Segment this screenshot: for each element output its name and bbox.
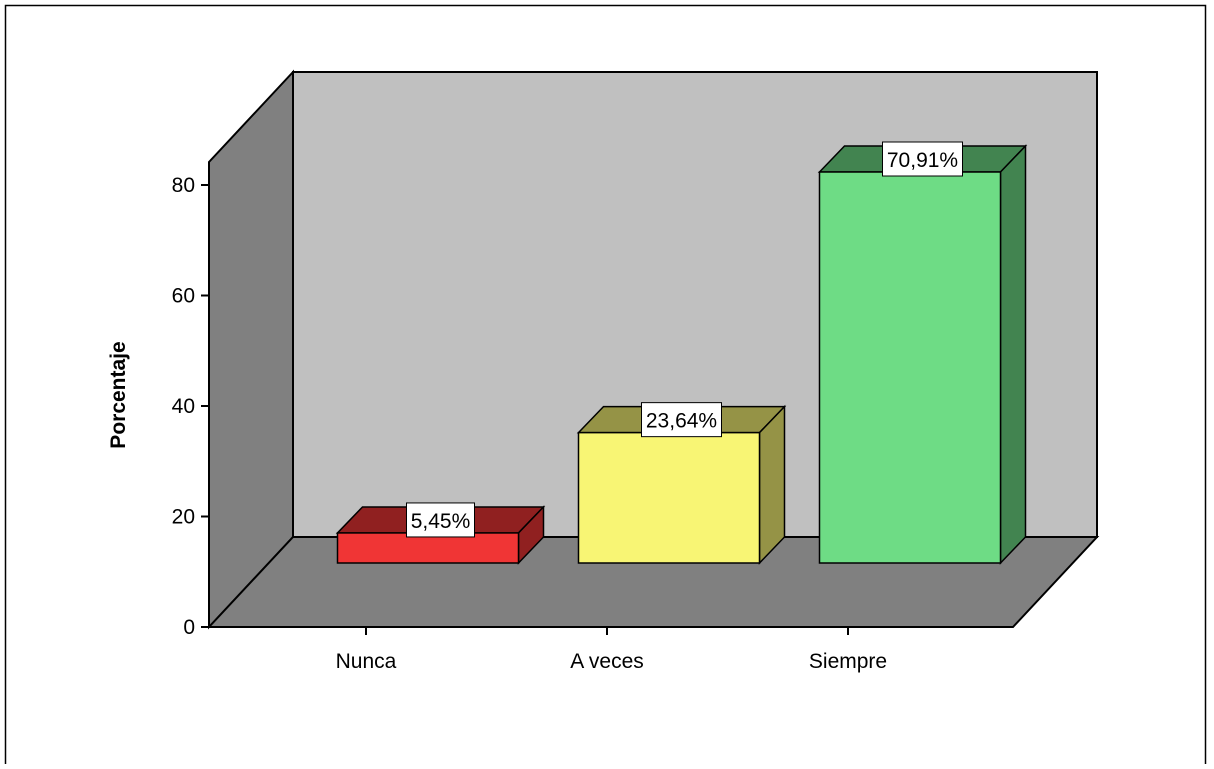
- y-tick-label: 20: [172, 506, 195, 529]
- bar-nunca: 5,45%: [335, 502, 546, 565]
- y-tick-label: 60: [172, 285, 195, 308]
- bar-front-face: [818, 171, 1002, 564]
- bar-front-face: [577, 431, 761, 564]
- x-tick-label: A veces: [570, 650, 644, 673]
- x-tick-label: Siempre: [809, 650, 887, 673]
- side-wall: [208, 69, 294, 630]
- data-label: 5,45%: [411, 510, 471, 533]
- y-tick-label: 80: [172, 174, 195, 197]
- data-label-box: [882, 141, 963, 177]
- x-tick-label: Nunca: [336, 650, 397, 673]
- data-label: 70,91%: [887, 149, 958, 172]
- bar-side-face: [999, 144, 1027, 565]
- y-tick-label: 0: [183, 616, 195, 639]
- y-tick-label: 40: [172, 395, 195, 418]
- bar-a-veces: 23,64%: [576, 402, 787, 565]
- bar-side-face: [758, 404, 786, 565]
- x-axis: Nunca A veces Siempre: [209, 626, 1013, 673]
- bar-siempre: 70,91%: [817, 141, 1028, 565]
- data-label-box: [641, 402, 722, 438]
- y-axis-label: Porcentaje: [107, 341, 130, 448]
- bars-group: 5,45% 23,64% 70,91%: [335, 141, 1028, 565]
- bar-front-face: [336, 532, 520, 564]
- data-label-box: [406, 502, 475, 538]
- data-label: 23,64%: [646, 410, 717, 433]
- y-axis: 0 20 40 60 80: [172, 162, 210, 639]
